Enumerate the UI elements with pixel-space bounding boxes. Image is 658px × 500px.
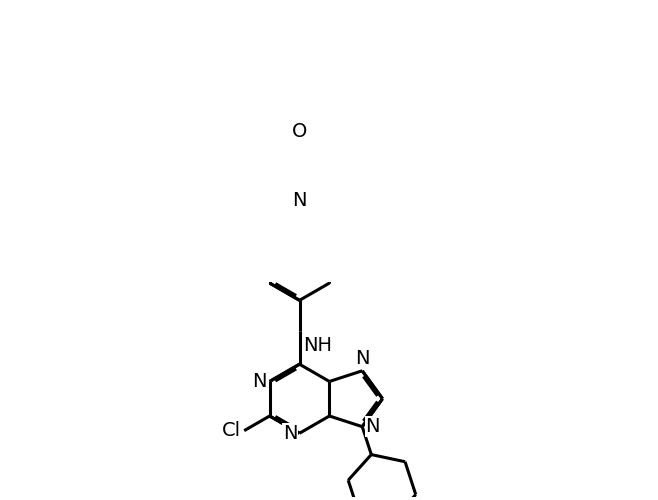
Text: O: O [291,122,307,141]
Text: N: N [355,348,370,368]
Text: Cl: Cl [222,421,241,440]
Text: N: N [283,424,297,443]
Text: N: N [292,190,307,210]
Text: N: N [365,417,380,436]
Text: N: N [252,372,266,391]
Text: NH: NH [303,336,332,355]
